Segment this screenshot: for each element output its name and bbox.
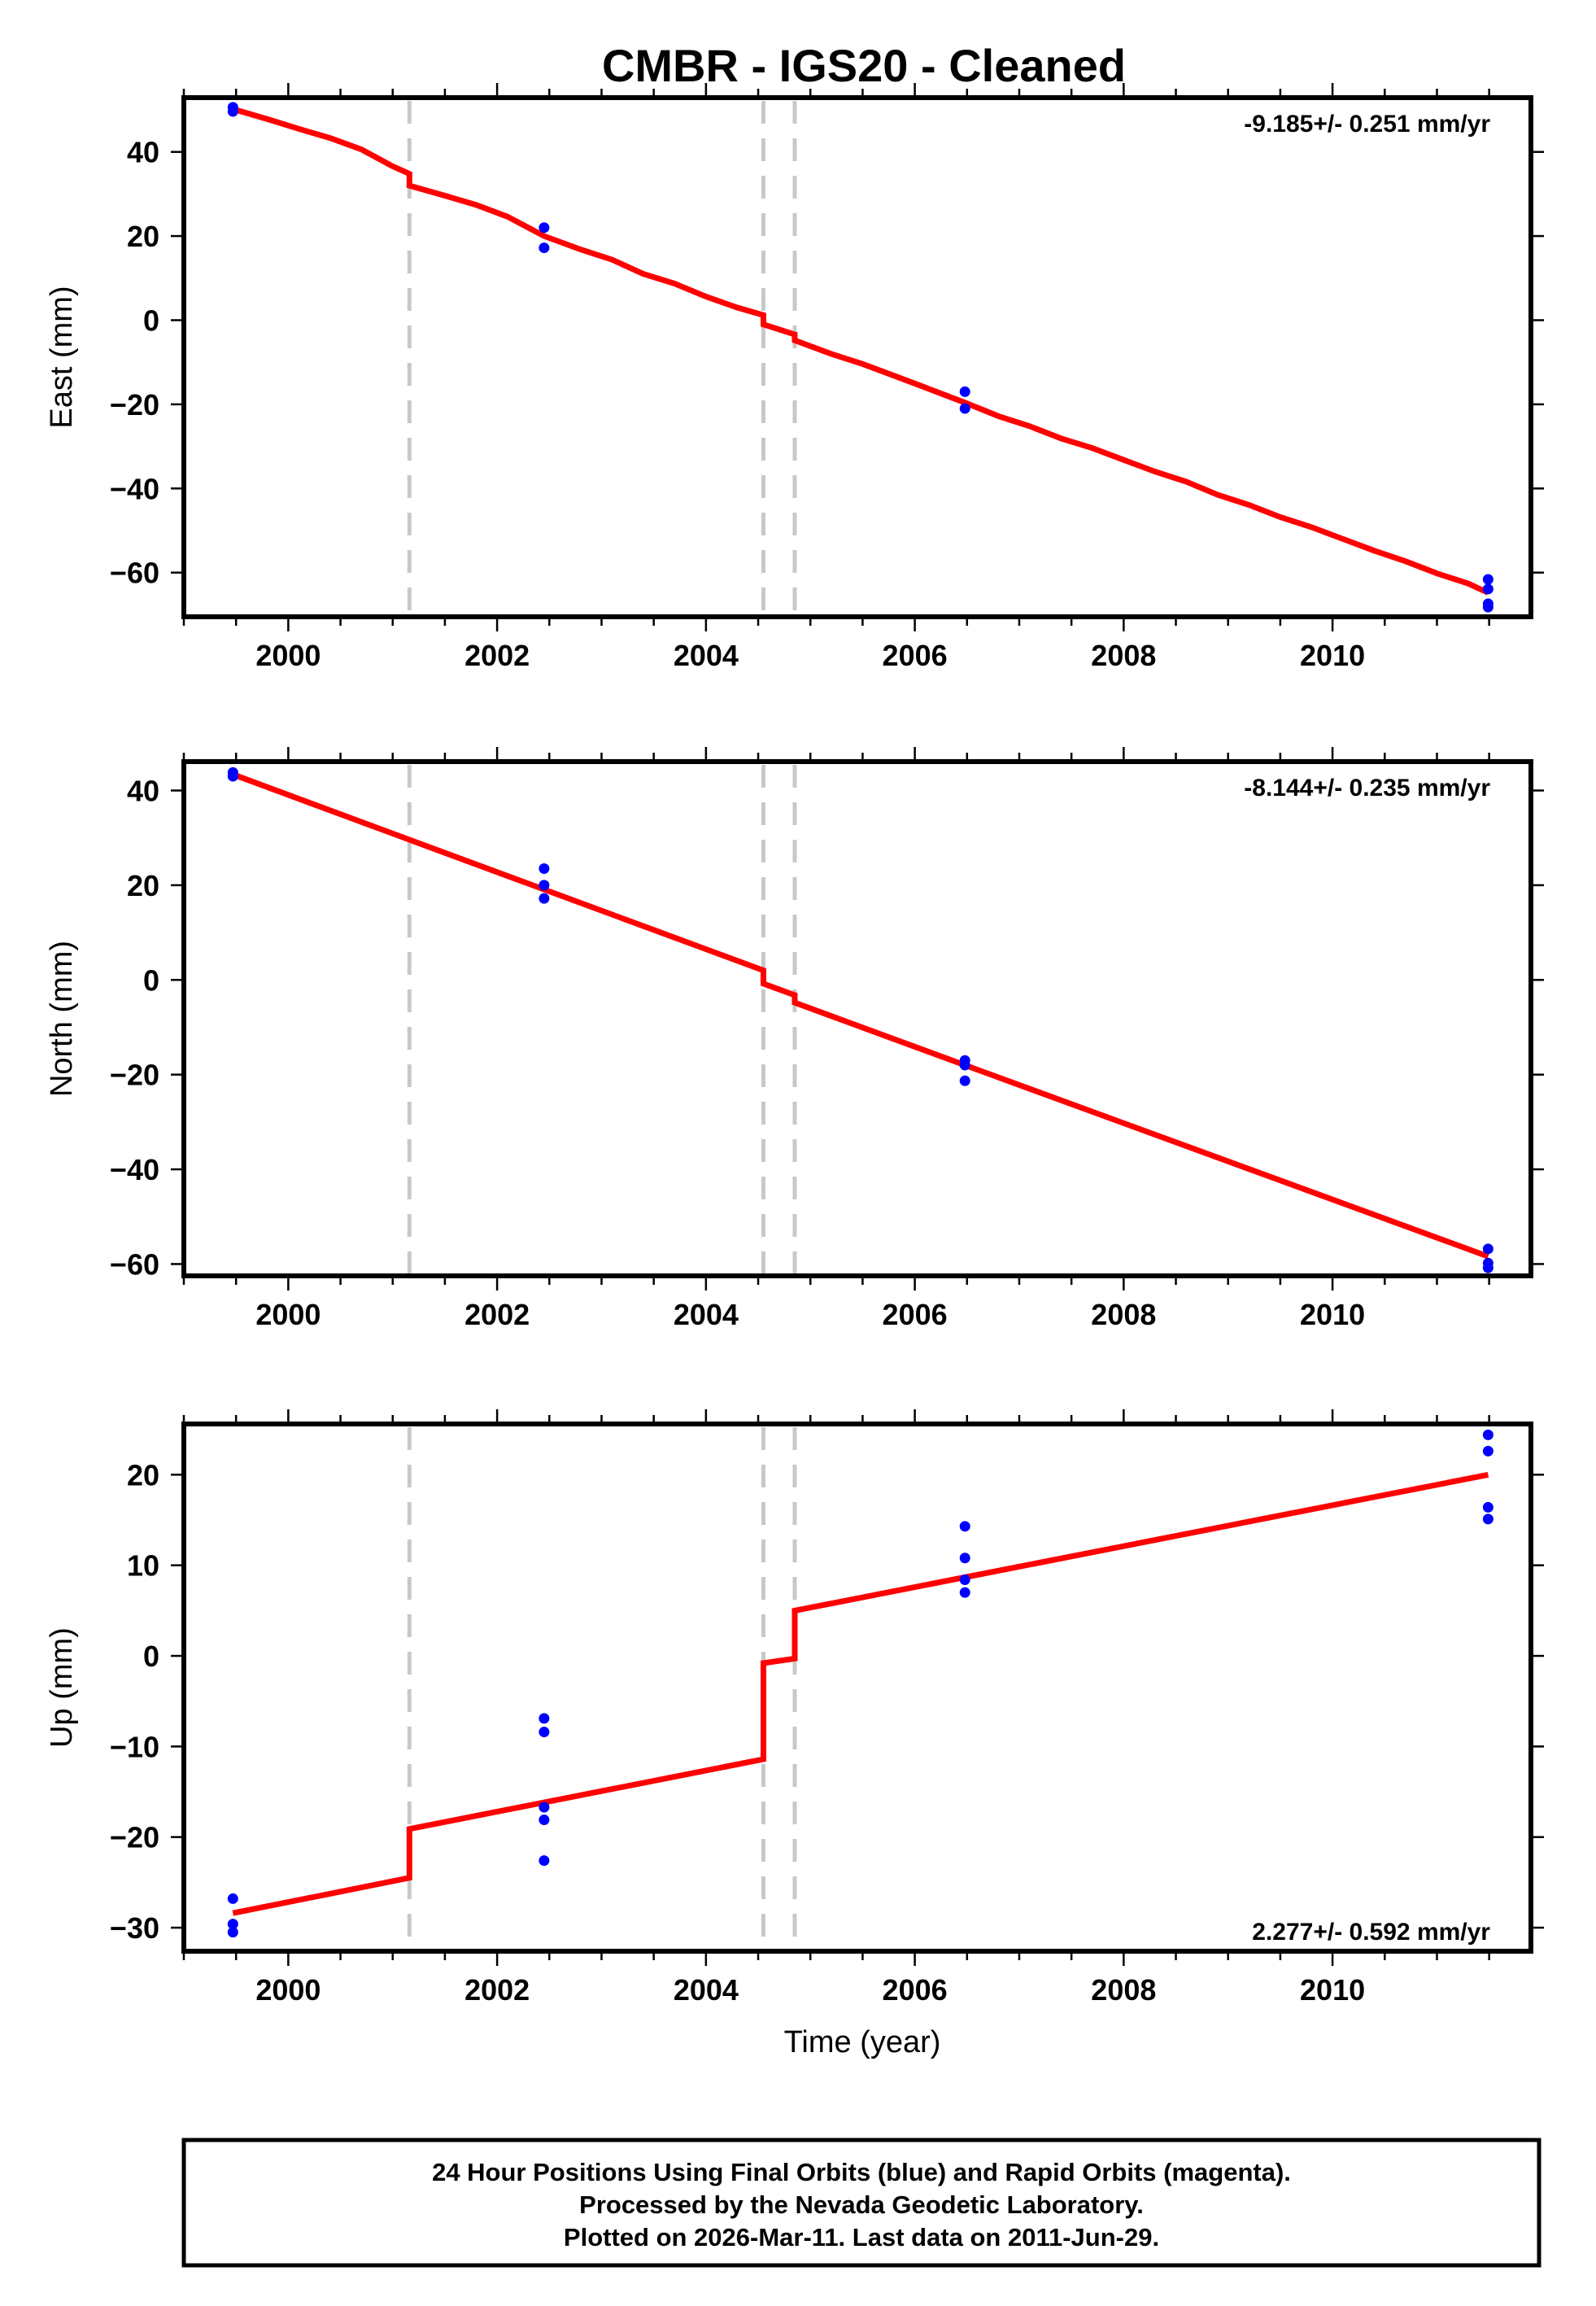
y-tick-label: 40: [127, 136, 159, 169]
north-data-point: [959, 1059, 970, 1071]
x-tick-label: 2010: [1300, 639, 1365, 672]
footer-line-2: Processed by the Nevada Geodetic Laborat…: [579, 2190, 1144, 2219]
east-data-point: [959, 386, 970, 397]
up-frame: [181, 1422, 1533, 1954]
up-data-point: [227, 1927, 238, 1938]
up-data-point: [539, 1815, 550, 1826]
east-data-point: [1482, 601, 1494, 613]
footer-frame: [181, 2138, 1541, 2268]
y-tick-label: −60: [110, 557, 159, 590]
up-data-point: [959, 1587, 970, 1598]
up-data-point: [1482, 1513, 1494, 1525]
y-tick-label: 0: [143, 1640, 159, 1673]
x-tick-label: 2008: [1091, 1298, 1156, 1331]
east-panel: 2000 2002 2004 2006 2008 2010 40 20 0 −20 −40 −60 Ea…: [45, 83, 1544, 672]
up-data-point: [539, 1713, 550, 1724]
y-tick-label: 0: [143, 304, 159, 338]
up-y-axis-label: Up (mm): [45, 1627, 79, 1748]
up-data-point: [959, 1553, 970, 1564]
y-tick-label: −60: [110, 1247, 159, 1281]
north-data-point: [1482, 1262, 1494, 1273]
x-tick-label: 2002: [464, 1298, 530, 1331]
east-model-line: [232, 106, 1489, 596]
x-tick-label: 2002: [464, 1973, 530, 2007]
north-data-point: [959, 1075, 970, 1086]
up-data-point: [539, 1802, 550, 1813]
x-tick-label: 2002: [464, 639, 530, 672]
north-y-axis-label: North (mm): [45, 941, 79, 1097]
x-tick-label: 2000: [255, 1973, 321, 2007]
chart-title: CMBR - IGS20 - Cleaned: [602, 40, 1126, 91]
up-data-point: [1482, 1429, 1494, 1440]
north-data-point: [539, 880, 550, 891]
east-frame: [181, 95, 1533, 619]
x-tick-label: 2010: [1300, 1973, 1365, 2007]
footer-line-3: Plotted on 2026-Mar-11. Last data on 201…: [564, 2223, 1159, 2251]
up-data-point: [959, 1574, 970, 1586]
y-tick-label: −20: [110, 388, 159, 421]
east-data-point: [227, 106, 238, 117]
up-rate-label: 2.277+/- 0.592 mm/yr: [1252, 1919, 1490, 1946]
x-tick-label: 2006: [883, 639, 948, 672]
footer-box: 24 Hour Positions Using Final Orbits (bl…: [181, 2138, 1541, 2268]
x-tick-label: 2000: [255, 1298, 321, 1331]
north-rate-label: -8.144+/- 0.235 mm/yr: [1244, 775, 1490, 801]
up-data-point: [959, 1521, 970, 1532]
y-tick-label: −10: [110, 1730, 159, 1763]
up-data-point: [1482, 1445, 1494, 1457]
north-data-point: [539, 863, 550, 875]
up-data-point: [539, 1727, 550, 1738]
y-tick-label: 20: [127, 220, 159, 253]
y-tick-label: −40: [110, 1153, 159, 1186]
east-data-point: [539, 242, 550, 254]
x-tick-label: 2006: [883, 1298, 948, 1331]
up-model-line: [232, 1471, 1489, 1916]
x-tick-label: 2008: [1091, 1973, 1156, 2007]
north-data-point: [539, 893, 550, 904]
up-data-point: [539, 1855, 550, 1867]
north-data-point: [1482, 1243, 1494, 1255]
x-tick-label: 2008: [1091, 639, 1156, 672]
x-tick-label: 2004: [674, 1973, 739, 2007]
footer-line-1: 24 Hour Positions Using Final Orbits (bl…: [432, 2158, 1291, 2186]
north-model-line: [232, 771, 1489, 1260]
x-axis-label: Time (year): [784, 2025, 941, 2059]
east-data-point: [539, 222, 550, 234]
y-tick-label: 40: [127, 774, 159, 807]
north-data-point: [227, 771, 238, 782]
east-data-point: [1482, 583, 1494, 595]
east-data-point: [1482, 574, 1494, 585]
y-tick-label: 20: [127, 869, 159, 902]
y-tick-label: −30: [110, 1911, 159, 1945]
y-tick-label: 0: [143, 963, 159, 997]
y-tick-label: 10: [127, 1549, 159, 1583]
north-panel: 2000 2002 2004 2006 2008 2010 40 20 0 −20 −40 −60 No…: [45, 747, 1544, 1331]
x-tick-label: 2004: [674, 1298, 739, 1331]
y-tick-label: −20: [110, 1059, 159, 1092]
east-y-axis-label: East (mm): [45, 286, 79, 428]
up-panel: 2000 2002 2004 2006 2008 201020100−10−20−30Up…: [45, 1409, 1544, 2007]
y-tick-label: −20: [110, 1821, 159, 1854]
north-frame: [181, 759, 1533, 1278]
x-tick-label: 2006: [883, 1973, 948, 2007]
up-data-point: [227, 1919, 238, 1930]
y-tick-label: 20: [127, 1458, 159, 1491]
y-tick-label: −40: [110, 472, 159, 505]
up-data-point: [227, 1893, 238, 1904]
x-tick-label: 2004: [674, 639, 739, 672]
x-tick-label: 2010: [1300, 1298, 1365, 1331]
east-rate-label: -9.185+/- 0.251 mm/yr: [1244, 111, 1490, 138]
up-data-point: [1482, 1501, 1494, 1513]
east-data-point: [959, 403, 970, 414]
x-tick-label: 2000: [255, 639, 321, 672]
